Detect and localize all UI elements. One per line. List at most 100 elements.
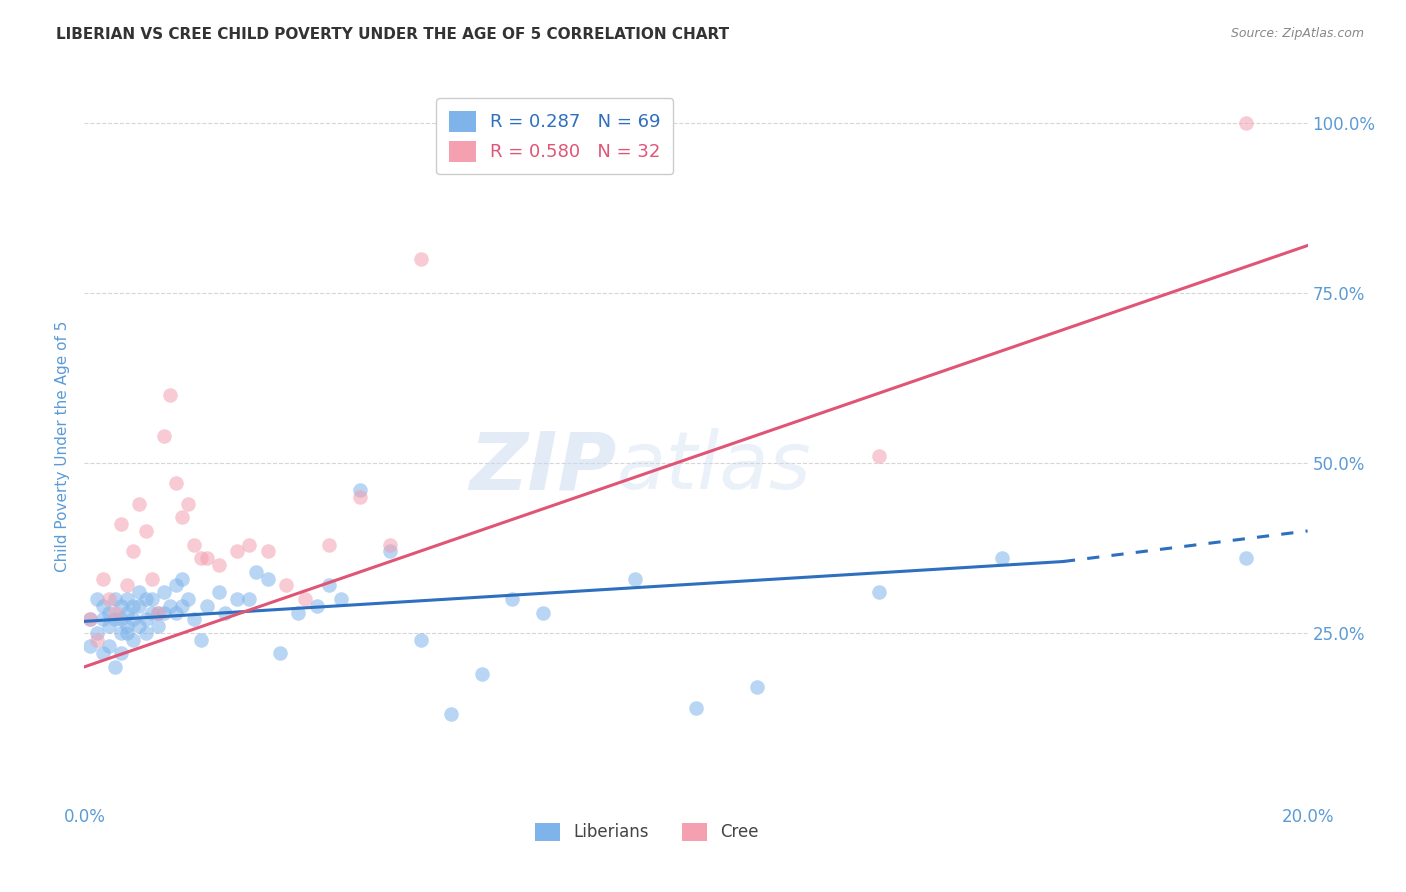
Point	[238, 537, 260, 551]
Point	[141, 606, 163, 620]
Point	[1236, 116, 1258, 130]
Point	[226, 544, 249, 558]
Point	[172, 572, 194, 586]
Point	[122, 544, 145, 558]
Point	[409, 252, 432, 266]
Text: ZIP: ZIP	[470, 428, 616, 507]
Point	[86, 632, 108, 647]
Point	[110, 599, 132, 613]
Point	[208, 585, 231, 599]
Point	[318, 578, 340, 592]
Point	[122, 612, 145, 626]
Point	[115, 578, 138, 592]
Point	[380, 544, 402, 558]
Point	[287, 606, 309, 620]
Point	[214, 606, 236, 620]
Text: LIBERIAN VS CREE CHILD POVERTY UNDER THE AGE OF 5 CORRELATION CHART: LIBERIAN VS CREE CHILD POVERTY UNDER THE…	[56, 27, 730, 42]
Point	[122, 599, 145, 613]
Point	[226, 591, 249, 606]
Point	[135, 612, 157, 626]
Point	[79, 612, 101, 626]
Point	[685, 700, 707, 714]
Point	[115, 619, 138, 633]
Point	[110, 646, 132, 660]
Point	[380, 537, 402, 551]
Point	[91, 572, 114, 586]
Point	[97, 606, 120, 620]
Point	[869, 585, 891, 599]
Point	[115, 606, 138, 620]
Point	[128, 585, 150, 599]
Legend: Liberians, Cree: Liberians, Cree	[529, 816, 766, 848]
Point	[146, 606, 169, 620]
Point	[440, 707, 463, 722]
Point	[165, 578, 187, 592]
Y-axis label: Child Poverty Under the Age of 5: Child Poverty Under the Age of 5	[55, 320, 70, 572]
Point	[502, 591, 524, 606]
Point	[115, 591, 138, 606]
Point	[238, 591, 260, 606]
Point	[190, 551, 212, 566]
Point	[115, 626, 138, 640]
Point	[110, 626, 132, 640]
Point	[172, 510, 194, 524]
Point	[146, 619, 169, 633]
Point	[97, 640, 120, 654]
Point	[110, 517, 132, 532]
Point	[104, 606, 127, 620]
Point	[141, 572, 163, 586]
Point	[165, 476, 187, 491]
Point	[110, 612, 132, 626]
Point	[276, 578, 298, 592]
Point	[79, 640, 101, 654]
Point	[195, 599, 218, 613]
Point	[190, 632, 212, 647]
Point	[208, 558, 231, 572]
Point	[177, 497, 200, 511]
Point	[97, 619, 120, 633]
Point	[245, 565, 267, 579]
Point	[624, 572, 647, 586]
Point	[104, 660, 127, 674]
Point	[135, 524, 157, 538]
Point	[153, 606, 176, 620]
Point	[91, 599, 114, 613]
Point	[128, 619, 150, 633]
Point	[135, 626, 157, 640]
Point	[183, 612, 205, 626]
Text: atlas: atlas	[616, 428, 811, 507]
Point	[159, 599, 181, 613]
Point	[128, 599, 150, 613]
Point	[153, 585, 176, 599]
Point	[104, 591, 127, 606]
Point	[330, 591, 353, 606]
Point	[86, 591, 108, 606]
Point	[747, 680, 769, 694]
Point	[128, 497, 150, 511]
Point	[79, 612, 101, 626]
Point	[141, 591, 163, 606]
Point	[294, 591, 316, 606]
Point	[195, 551, 218, 566]
Point	[183, 537, 205, 551]
Point	[869, 449, 891, 463]
Point	[318, 537, 340, 551]
Point	[146, 606, 169, 620]
Point	[153, 429, 176, 443]
Point	[91, 646, 114, 660]
Point	[1236, 551, 1258, 566]
Point	[86, 626, 108, 640]
Point	[349, 483, 371, 498]
Point	[104, 612, 127, 626]
Point	[135, 591, 157, 606]
Point	[991, 551, 1014, 566]
Point	[97, 591, 120, 606]
Point	[91, 612, 114, 626]
Point	[172, 599, 194, 613]
Point	[257, 544, 280, 558]
Point	[257, 572, 280, 586]
Text: Source: ZipAtlas.com: Source: ZipAtlas.com	[1230, 27, 1364, 40]
Point	[531, 606, 554, 620]
Point	[471, 666, 494, 681]
Point	[177, 591, 200, 606]
